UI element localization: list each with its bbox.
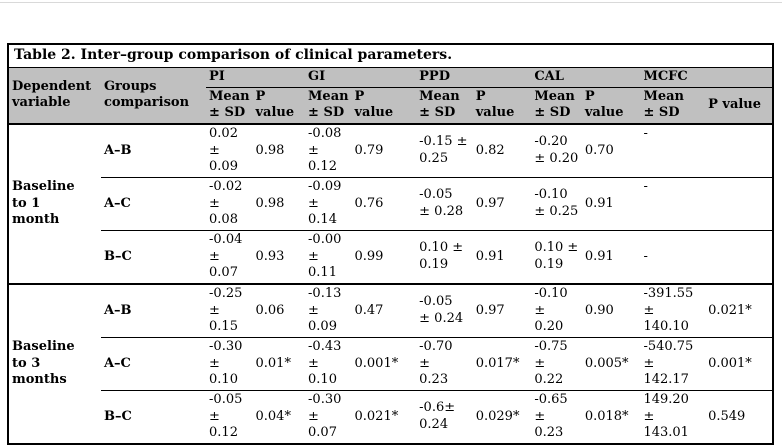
table-row: Dependent variable Groups comparison PI … xyxy=(8,67,773,125)
p-value-cell: 0.021* xyxy=(705,282,773,338)
header-param-ppd: PPD xyxy=(416,67,532,88)
mean-cell: - xyxy=(640,122,706,178)
p-value-cell: 0.029* xyxy=(472,389,532,444)
mean-cell: -0.15 ± 0.25 xyxy=(416,122,473,178)
table-row: B–C -0.05 ± 0.12 0.04* -0.30 ± 0.07 0.02… xyxy=(8,389,773,444)
p-value-cell: 0.91 xyxy=(581,229,641,284)
header-dependent-variable: Dependent variable xyxy=(8,67,101,125)
table-container: Table 2. Inter–group comparison of clini… xyxy=(7,43,774,445)
mean-cell: -0.65 ± 0.23 xyxy=(531,389,582,444)
p-value-cell xyxy=(705,176,773,231)
p-value-cell: 0.97 xyxy=(472,282,532,338)
mean-cell: 0.10 ± 0.19 xyxy=(531,229,582,284)
group-label-1-month: Baseline to 1 month xyxy=(8,122,101,284)
p-value-cell: 0.04* xyxy=(252,389,306,444)
header-mean-sd: Mean ± SD xyxy=(416,87,473,125)
comparison-label: A–C xyxy=(100,176,207,231)
p-value-cell: 0.017* xyxy=(472,336,532,391)
mean-cell: -0.08 ± 0.12 xyxy=(305,122,352,178)
comparison-label: B–C xyxy=(100,389,207,444)
table-title: Table 2. Inter–group comparison of clini… xyxy=(8,44,773,68)
p-value-cell: 0.549 xyxy=(705,389,773,444)
header-mean-sd: Mean ± SD xyxy=(305,87,352,125)
p-value-cell: 0.93 xyxy=(252,229,306,284)
p-value-cell xyxy=(705,229,773,284)
mean-cell: -0.04 ± 0.07 xyxy=(206,229,253,284)
mean-cell: -0.6± 0.24 xyxy=(416,389,473,444)
mean-cell: -0.43 ± 0.10 xyxy=(305,336,352,391)
mean-cell: -0.13 ± 0.09 xyxy=(305,282,352,338)
table-row: B–C -0.04 ± 0.07 0.93 -0.00 ± 0.11 0.99 … xyxy=(8,229,773,284)
header-param-pi: PI xyxy=(206,67,306,88)
mean-cell: 0.10 ± 0.19 xyxy=(416,229,473,284)
header-mean-sd: Mean ± SD xyxy=(531,87,582,125)
table-row: A–C -0.02 ± 0.08 0.98 -0.09 ± 0.14 0.76 … xyxy=(8,176,773,231)
header-groups-comparison: Groups comparison xyxy=(100,67,207,125)
p-value-cell: 0.76 xyxy=(351,176,417,231)
p-value-cell: 0.82 xyxy=(472,122,532,178)
mean-cell: -0.70 ± 0.23 xyxy=(416,336,473,391)
header-p-value: P value xyxy=(472,87,532,125)
page-top-rule xyxy=(0,2,782,3)
mean-cell: 0.02 ± 0.09 xyxy=(206,122,253,178)
table-row: Baseline to 1 month A–B 0.02 ± 0.09 0.98… xyxy=(8,122,773,284)
p-value-cell: 0.001* xyxy=(351,336,417,391)
mean-cell: - xyxy=(640,176,706,231)
header-mean-sd: Mean ± SD xyxy=(206,87,253,125)
p-value-cell: 0.91 xyxy=(581,176,641,231)
table-row: Table 2. Inter–group comparison of clini… xyxy=(8,44,773,68)
p-value-cell: 0.005* xyxy=(581,336,641,391)
p-value-cell: 0.47 xyxy=(351,282,417,338)
p-value-cell: 0.91 xyxy=(472,229,532,284)
p-value-cell: 0.70 xyxy=(581,122,641,178)
header-p-value: P value xyxy=(581,87,641,125)
p-value-cell: 0.99 xyxy=(351,229,417,284)
mean-cell: -540.75 ± 142.17 xyxy=(640,336,706,391)
p-value-cell: 0.97 xyxy=(472,176,532,231)
p-value-cell: 0.001* xyxy=(705,336,773,391)
table-row: A–C -0.30 ± 0.10 0.01* -0.43 ± 0.10 0.00… xyxy=(8,336,773,391)
p-value-cell: 0.98 xyxy=(252,122,306,178)
header-p-value: P value xyxy=(705,87,773,125)
header-param-mcfc: MCFC xyxy=(640,67,773,88)
mean-cell: - xyxy=(640,229,706,284)
mean-cell: -0.75 ± 0.22 xyxy=(531,336,582,391)
mean-cell: -0.02 ± 0.08 xyxy=(206,176,253,231)
p-value-cell: 0.021* xyxy=(351,389,417,444)
mean-cell: -0.05 ± 0.28 xyxy=(416,176,473,231)
header-param-cal: CAL xyxy=(531,67,641,88)
mean-cell: -0.05 ± 0.12 xyxy=(206,389,253,444)
mean-cell: -0.20 ± 0.20 xyxy=(531,122,582,178)
header-p-value: P value xyxy=(351,87,417,125)
clinical-parameters-table: Table 2. Inter–group comparison of clini… xyxy=(7,43,774,445)
comparison-label: A–B xyxy=(100,122,207,178)
mean-cell: -0.30 ± 0.10 xyxy=(206,336,253,391)
header-p-value: P value xyxy=(252,87,306,125)
header-param-gi: GI xyxy=(305,67,417,88)
mean-cell: -391.55 ± 140.10 xyxy=(640,282,706,338)
header-mean-sd: Mean ± SD xyxy=(640,87,706,125)
mean-cell: -0.09 ± 0.14 xyxy=(305,176,352,231)
comparison-label: A–B xyxy=(100,282,207,338)
p-value-cell xyxy=(705,122,773,178)
group-label-3-months: Baseline to 3 months xyxy=(8,282,101,444)
table-row: Baseline to 3 months A–B -0.25 ± 0.15 0.… xyxy=(8,282,773,444)
table-row: Mean ± SD P value Mean ± SD P value Mean… xyxy=(8,87,773,125)
p-value-cell: 0.018* xyxy=(581,389,641,444)
mean-cell: -0.05 ± 0.24 xyxy=(416,282,473,338)
p-value-cell: 0.79 xyxy=(351,122,417,178)
comparison-label: B–C xyxy=(100,229,207,284)
mean-cell: -0.25 ± 0.15 xyxy=(206,282,253,338)
mean-cell: -0.10 ± 0.20 xyxy=(531,282,582,338)
p-value-cell: 0.06 xyxy=(252,282,306,338)
comparison-label: A–C xyxy=(100,336,207,391)
p-value-cell: 0.01* xyxy=(252,336,306,391)
p-value-cell: 0.98 xyxy=(252,176,306,231)
p-value-cell: 0.90 xyxy=(581,282,641,338)
mean-cell: -0.00 ± 0.11 xyxy=(305,229,352,284)
mean-cell: 149.20 ± 143.01 xyxy=(640,389,706,444)
mean-cell: -0.30 ± 0.07 xyxy=(305,389,352,444)
mean-cell: -0.10 ± 0.25 xyxy=(531,176,582,231)
